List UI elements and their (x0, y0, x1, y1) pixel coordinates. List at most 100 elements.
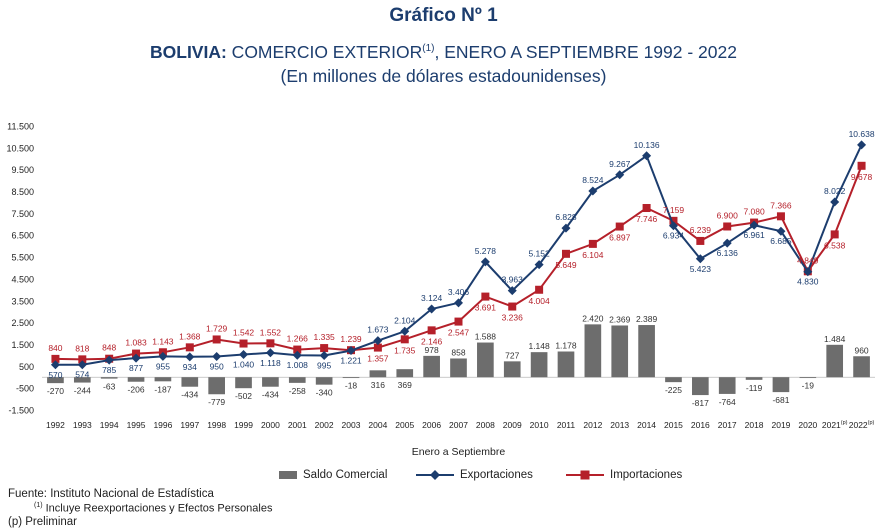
saldo-bar (450, 358, 467, 378)
importaciones-point (185, 343, 194, 352)
x-tick-label: 1992 (46, 420, 65, 430)
subtitle-footnote-mark: (1) (422, 43, 435, 55)
saldo-bar (154, 377, 172, 382)
legend-swatch-exportaciones (416, 470, 454, 480)
saldo-bar (611, 325, 629, 378)
saldo-data-label: -244 (74, 386, 91, 396)
importaciones-data-label: 4.004 (528, 296, 550, 306)
y-tick-label: 3.500 (11, 296, 34, 306)
exportaciones-data-label: 574 (75, 370, 89, 380)
importaciones-point (51, 354, 60, 363)
y-tick-label: 4.500 (11, 274, 34, 284)
importaciones-data-label: 1.335 (314, 332, 336, 342)
importaciones-point (642, 204, 651, 213)
saldo-data-label: -434 (181, 390, 198, 400)
importaciones-point (400, 335, 409, 344)
exportaciones-point (373, 336, 383, 346)
y-tick-label: 500 (19, 362, 34, 372)
importaciones-point (427, 326, 436, 335)
exportaciones-point (400, 326, 410, 336)
importaciones-data-label: 1.266 (287, 334, 309, 344)
exportaciones-point (292, 350, 302, 360)
x-tick-label: 2005 (395, 420, 414, 430)
x-tick-label: 2010 (530, 420, 549, 430)
saldo-bar (826, 344, 844, 378)
x-tick-label: 1994 (100, 420, 119, 430)
saldo-data-label: 960 (854, 345, 868, 355)
importaciones-data-label: 6.239 (690, 225, 712, 235)
y-tick-label: 9.500 (11, 165, 34, 175)
exportaciones-data-label: 10.136 (634, 140, 660, 150)
saldo-bar (718, 377, 736, 394)
legend-label-exportaciones: Exportaciones (460, 469, 533, 481)
footnote-1-mark: (1) (34, 502, 43, 509)
importaciones-point (561, 249, 570, 258)
saldo-data-label: -764 (719, 397, 736, 407)
exportaciones-point (454, 298, 463, 308)
saldo-bar (799, 377, 817, 379)
exportaciones-data-label: 995 (317, 360, 331, 370)
exportaciones-point (77, 360, 87, 370)
saldo-data-label: 1.148 (528, 341, 550, 351)
saldo-bar (47, 377, 64, 384)
footnote-1: (1) Incluye Reexportaciones y Efectos Pe… (34, 502, 272, 515)
exportaciones-data-label: 6.828 (555, 212, 577, 222)
importaciones-data-label: 2.547 (448, 328, 470, 338)
exportaciones-point (50, 360, 60, 370)
exportaciones-point (857, 140, 867, 150)
exportaciones-data-label: 9.267 (609, 159, 631, 169)
importaciones-data-label: 1.729 (206, 323, 228, 333)
footnote-1-text: Incluye Reexportaciones y Efectos Person… (42, 502, 273, 515)
y-tick-label: 7.500 (11, 209, 34, 219)
x-tick-label: 2000 (261, 420, 280, 430)
saldo-data-label: 2.369 (609, 314, 631, 324)
x-tick-preliminar-mark: (p) (868, 420, 875, 426)
saldo-data-label: 2.389 (636, 314, 658, 324)
saldo-bar (208, 377, 225, 395)
exportaciones-data-label: 5.152 (528, 249, 550, 259)
exportaciones-point (615, 170, 625, 180)
importaciones-point (293, 345, 302, 354)
exportaciones-data-label: 2.104 (394, 315, 416, 325)
importaciones-point (78, 355, 87, 364)
chart-title: Gráfico Nº 1 (389, 5, 498, 26)
exportaciones-data-label: 934 (183, 362, 197, 372)
exportaciones-data-label: 570 (48, 370, 62, 380)
saldo-bar (665, 377, 682, 383)
saldo-bar (638, 325, 655, 378)
saldo-data-label: -187 (154, 384, 171, 394)
importaciones-point (776, 212, 785, 221)
exportaciones-point (480, 257, 490, 267)
saldo-bar (692, 377, 709, 396)
saldo-data-label: -779 (208, 397, 225, 407)
saldo-bar (503, 361, 521, 378)
importaciones-point (723, 222, 732, 231)
exportaciones-data-label: 785 (102, 365, 116, 375)
saldo-bar (396, 369, 414, 378)
importaciones-data-label: 818 (75, 343, 89, 353)
y-tick-label: 2.500 (11, 318, 34, 328)
subtitle-period: , ENERO A SEPTIEMBRE 1992 - 2022 (434, 42, 737, 62)
importaciones-data-label: 6.900 (717, 210, 739, 220)
x-tick-label: 2017 (718, 420, 737, 430)
saldo-data-label: 316 (371, 380, 385, 390)
importaciones-point (830, 230, 839, 239)
saldo-data-label: 858 (451, 347, 465, 357)
x-tick-label: 2009 (503, 420, 522, 430)
exportaciones-point (104, 355, 114, 365)
source-note: Fuente: Instituto Nacional de Estadístic… (8, 488, 214, 500)
exportaciones-point (722, 238, 732, 248)
exportaciones-data-label: 5.423 (690, 264, 712, 274)
x-tick-label: 2002 (315, 420, 334, 430)
exportaciones-data-label: 1.008 (287, 360, 309, 370)
x-tick-label: 1997 (180, 420, 199, 430)
importaciones-point (669, 216, 678, 225)
importaciones-point (373, 343, 382, 352)
exportaciones-data-label: 1.221 (340, 356, 362, 366)
importaciones-data-label: 1.083 (125, 338, 147, 348)
exportaciones-data-label: 3.124 (421, 293, 443, 303)
importaciones-data-label: 840 (48, 343, 62, 353)
legend-item-exportaciones: Exportaciones (416, 469, 533, 481)
importaciones-data-label: 7.159 (663, 205, 685, 215)
saldo-data-label: -258 (289, 386, 306, 396)
